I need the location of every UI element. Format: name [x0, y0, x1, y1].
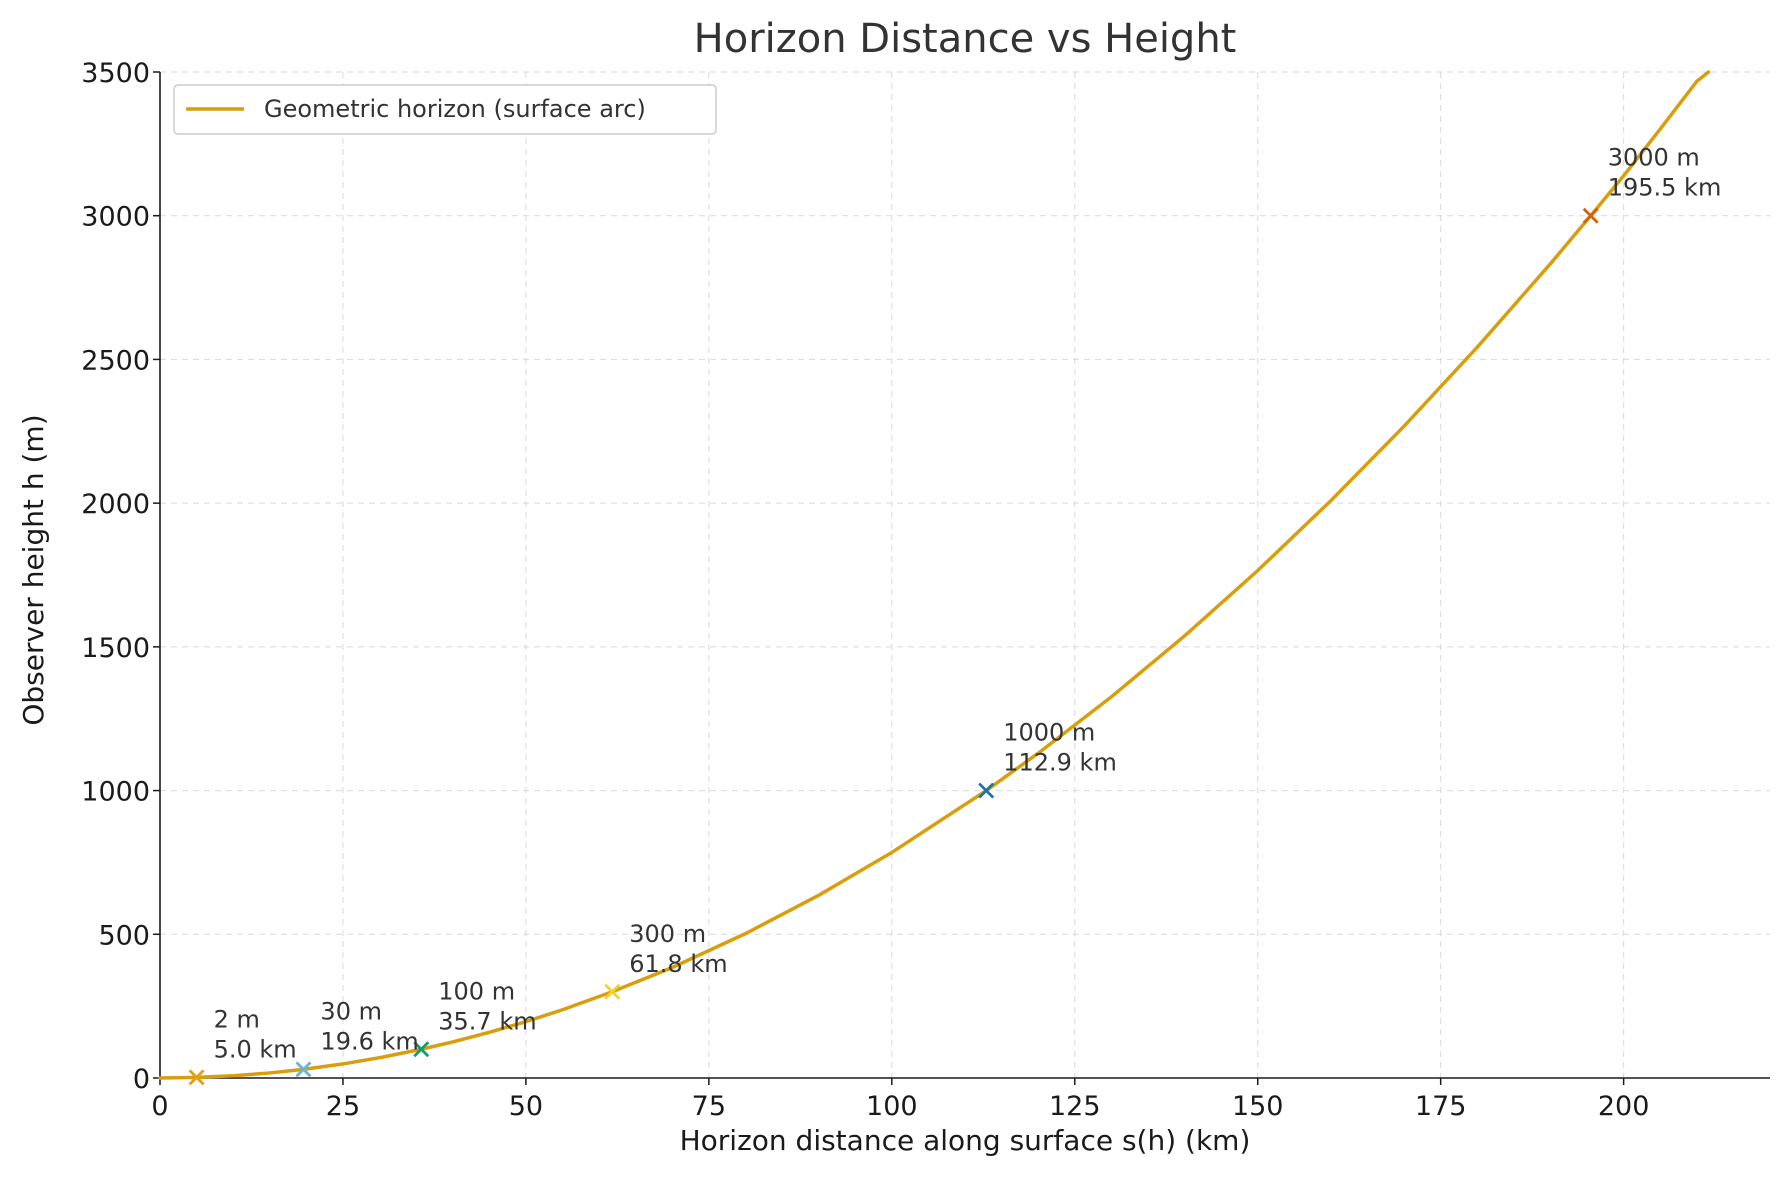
chart-title: Horizon Distance vs Height: [694, 16, 1237, 62]
marker-stroke: [295, 1061, 312, 1078]
y-tick-label: 1000: [81, 777, 150, 808]
x-tick-label: 200: [1598, 1091, 1650, 1122]
y-tick-label: 500: [98, 920, 150, 951]
marker-stroke: [1582, 207, 1599, 224]
marker-x: [295, 1061, 312, 1078]
x-tick-label: 150: [1232, 1091, 1284, 1122]
axes-layer: [159, 72, 1770, 1079]
x-axis-title: Horizon distance along surface s(h) (km): [680, 1124, 1251, 1157]
annotation-height: 2 m: [214, 1005, 260, 1033]
annotation-distance: 19.6 km: [320, 1027, 418, 1055]
annotation-distance: 61.8 km: [629, 950, 727, 978]
marker-stroke: [604, 983, 621, 1000]
y-axis-title: Observer height h (m): [17, 414, 50, 725]
annotation-distance: 5.0 km: [214, 1035, 297, 1063]
x-tick-label: 75: [692, 1091, 726, 1122]
ticks-layer: 0 25 50 75 100 125 150 175 200050010001500200025…: [81, 58, 1649, 1122]
y-tick-label: 3000: [81, 202, 150, 233]
grid-layer: [160, 71, 1770, 1078]
x-tick-label: 25: [326, 1091, 360, 1122]
marker-stroke: [413, 1041, 430, 1058]
marker-x: [604, 983, 621, 1000]
annotation-height: 100 m: [438, 977, 515, 1005]
x-tick-label: 0: [151, 1091, 168, 1122]
marker-x: [1582, 207, 1599, 224]
annotation-distance: 35.7 km: [438, 1007, 536, 1035]
annotations-layer: 2 m5.0 km 30 m19.6 km 100 m35.7 km 300 m61.…: [214, 144, 1722, 1064]
series-line-0: [158, 70, 1711, 1080]
legend: Geometric horizon (surface arc): [173, 84, 717, 135]
series-layer: [158, 70, 1711, 1080]
y-tick-label: 1500: [81, 633, 150, 664]
annotation-height: 300 m: [629, 920, 706, 948]
annotation-height: 3000 m: [1608, 144, 1700, 172]
y-tick-label: 0: [133, 1064, 150, 1095]
annotation-height: 30 m: [320, 997, 382, 1025]
marker-stroke: [188, 1069, 205, 1086]
annotation-distance: 112.9 km: [1003, 749, 1117, 777]
markers-layer: [188, 207, 1599, 1086]
legend-label: Geometric horizon (surface arc): [264, 95, 646, 123]
marker-x: [978, 782, 995, 799]
x-tick-label: 125: [1049, 1091, 1101, 1122]
marker-stroke: [978, 782, 995, 799]
y-tick-label: 3500: [81, 58, 150, 89]
y-tick-label: 2500: [81, 345, 150, 376]
annotation-height: 1000 m: [1003, 719, 1095, 747]
annotation-distance: 195.5 km: [1608, 174, 1722, 202]
marker-x: [188, 1069, 205, 1086]
x-tick-label: 175: [1415, 1091, 1467, 1122]
x-tick-label: 100: [866, 1091, 918, 1122]
x-tick-label: 50: [509, 1091, 543, 1122]
marker-x: [413, 1041, 430, 1058]
y-tick-label: 2000: [81, 489, 150, 520]
legend-box: [173, 84, 717, 135]
